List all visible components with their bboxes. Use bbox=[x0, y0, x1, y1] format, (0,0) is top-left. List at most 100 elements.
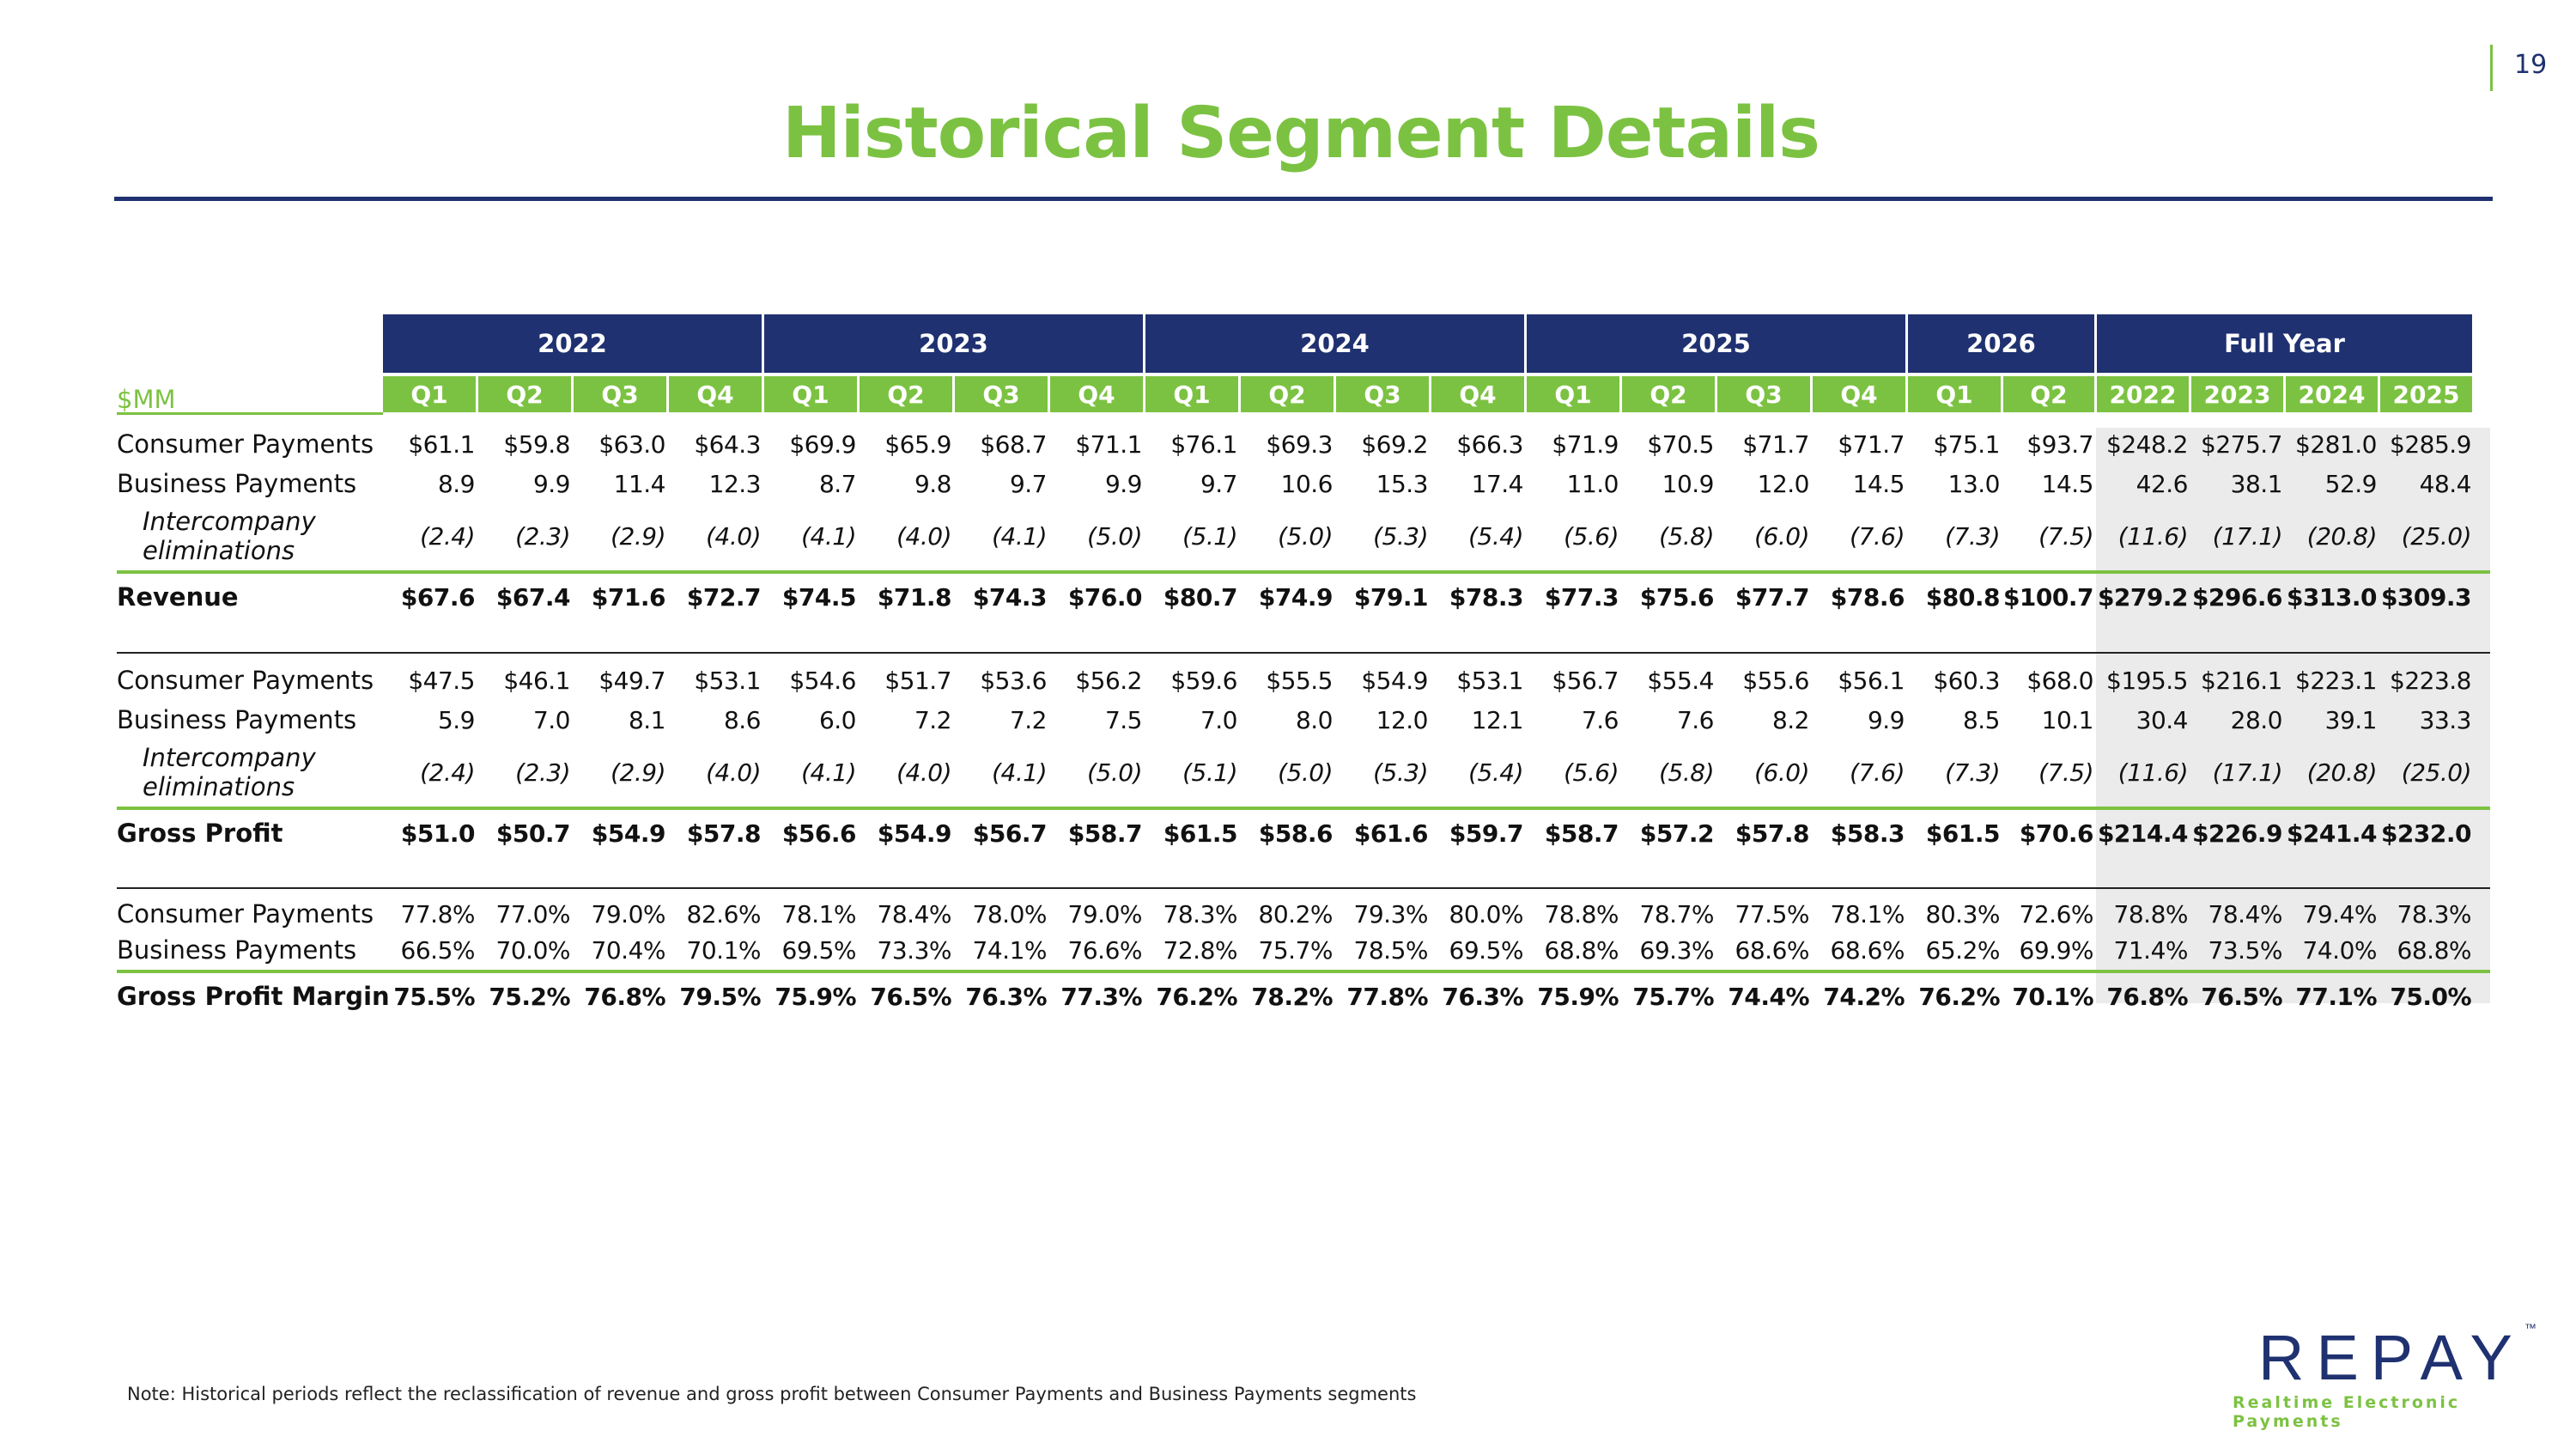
row-label: Intercompany eliminations bbox=[143, 743, 316, 801]
row-value: 82.6% bbox=[686, 899, 762, 928]
column-header: Q1 bbox=[383, 376, 476, 412]
row-value: (17.1) bbox=[2212, 521, 2283, 551]
total-label: Gross Profit Margin bbox=[117, 982, 390, 1011]
row-value: 8.9 bbox=[437, 469, 476, 498]
total-value: $72.7 bbox=[686, 582, 762, 612]
column-header: Q2 bbox=[1241, 376, 1334, 412]
row-value: 7.0 bbox=[1200, 705, 1238, 734]
row-value: 9.9 bbox=[1104, 469, 1143, 498]
units-label: $MM bbox=[117, 385, 176, 414]
row-value: $69.3 bbox=[1266, 429, 1333, 459]
column-header: 2022 bbox=[2097, 376, 2189, 412]
row-value: 12.0 bbox=[1757, 469, 1810, 498]
row-value: 12.1 bbox=[1471, 705, 1524, 734]
row-value: 75.7% bbox=[1258, 935, 1334, 965]
row-value: (4.0) bbox=[706, 758, 761, 787]
section-divider bbox=[117, 652, 2490, 654]
row-value: 8.2 bbox=[1771, 705, 1810, 734]
row-value: $47.5 bbox=[408, 666, 475, 695]
total-value: $61.6 bbox=[1353, 819, 1429, 848]
row-value: $216.1 bbox=[2201, 666, 2282, 695]
row-value: 8.5 bbox=[1962, 705, 2001, 734]
column-header: Q1 bbox=[764, 376, 857, 412]
total-value: 75.9% bbox=[775, 982, 856, 1011]
table-row: Consumer Payments $61.1 $59.8 $63.0 $64.3 $69… bbox=[117, 424, 2490, 464]
row-value: 66.5% bbox=[400, 935, 476, 965]
row-value: 74.1% bbox=[972, 935, 1048, 965]
year-header: 2025 bbox=[1527, 314, 1905, 373]
year-header: 2023 bbox=[764, 314, 1143, 373]
row-value: (2.3) bbox=[515, 758, 570, 787]
page-divider bbox=[2490, 45, 2493, 91]
row-value: 78.1% bbox=[1830, 899, 1905, 928]
row-value: 77.5% bbox=[1735, 899, 1810, 928]
column-header: Q2 bbox=[860, 376, 952, 412]
row-value: $69.2 bbox=[1361, 429, 1428, 459]
total-value: $70.6 bbox=[2019, 819, 2094, 848]
row-value: (25.0) bbox=[2401, 758, 2472, 787]
row-label: Consumer Payments bbox=[117, 666, 374, 695]
column-header: Q1 bbox=[1527, 376, 1619, 412]
row-value: $59.8 bbox=[503, 429, 570, 459]
row-value: 78.7% bbox=[1639, 899, 1715, 928]
row-value: (4.1) bbox=[992, 521, 1047, 551]
row-value: (20.8) bbox=[2306, 521, 2378, 551]
column-header: 2024 bbox=[2286, 376, 2378, 412]
row-value: $53.1 bbox=[1456, 666, 1523, 695]
row-value: 14.5 bbox=[1852, 469, 1905, 498]
total-value: $56.6 bbox=[781, 819, 857, 848]
year-header: 2022 bbox=[383, 314, 762, 373]
total-value: $58.3 bbox=[1830, 819, 1905, 848]
row-value: 7.2 bbox=[914, 705, 952, 734]
total-value: $58.7 bbox=[1544, 819, 1619, 848]
total-rule bbox=[117, 970, 2490, 973]
row-label: Consumer Payments bbox=[117, 899, 374, 928]
row-value: (2.4) bbox=[420, 758, 475, 787]
row-value: 8.7 bbox=[818, 469, 857, 498]
row-value: $248.2 bbox=[2106, 429, 2188, 459]
row-value: $55.6 bbox=[1742, 666, 1809, 695]
total-value: 75.5% bbox=[393, 982, 475, 1011]
total-value: $226.9 bbox=[2191, 819, 2283, 848]
row-value: (5.0) bbox=[1087, 758, 1142, 787]
row-value: 69.5% bbox=[781, 935, 857, 965]
total-rule bbox=[117, 807, 2490, 810]
year-header: Full Year bbox=[2097, 314, 2472, 373]
total-value: 77.1% bbox=[2295, 982, 2377, 1011]
row-value: $60.3 bbox=[1933, 666, 2000, 695]
total-value: 75.0% bbox=[2390, 982, 2471, 1011]
total-value: $241.4 bbox=[2286, 819, 2378, 848]
row-value: 79.3% bbox=[1353, 899, 1429, 928]
row-value: 7.5 bbox=[1104, 705, 1143, 734]
row-value: $65.9 bbox=[884, 429, 951, 459]
row-value: 9.9 bbox=[532, 469, 571, 498]
column-header: Q2 bbox=[2003, 376, 2094, 412]
row-value: (2.9) bbox=[611, 758, 665, 787]
year-header: 2026 bbox=[1908, 314, 2094, 373]
row-value: 73.5% bbox=[2208, 935, 2283, 965]
row-value: (6.0) bbox=[1754, 521, 1809, 551]
row-value: 9.9 bbox=[1867, 705, 1905, 734]
row-value: 48.4 bbox=[2419, 469, 2472, 498]
total-value: 79.5% bbox=[679, 982, 761, 1011]
row-value: 69.9% bbox=[2019, 935, 2094, 965]
total-value: 76.2% bbox=[1156, 982, 1237, 1011]
total-value: 75.9% bbox=[1537, 982, 1619, 1011]
row-value: (7.5) bbox=[2038, 758, 2093, 787]
row-value: (4.1) bbox=[801, 521, 856, 551]
row-value: 78.8% bbox=[1544, 899, 1619, 928]
row-value: $54.9 bbox=[1361, 666, 1428, 695]
row-value: (4.0) bbox=[896, 521, 951, 551]
total-value: 76.5% bbox=[2201, 982, 2282, 1011]
table-row: Intercompany eliminations (2.4) (2.3) (2.9)… bbox=[117, 503, 2490, 569]
row-label: Business Payments bbox=[117, 935, 357, 965]
row-value: $46.1 bbox=[503, 666, 570, 695]
row-value: (6.0) bbox=[1754, 758, 1809, 787]
total-value: 74.2% bbox=[1823, 982, 1905, 1011]
row-value: (7.5) bbox=[2038, 521, 2093, 551]
total-value: $78.6 bbox=[1830, 582, 1905, 612]
row-value: $76.1 bbox=[1170, 429, 1237, 459]
full-year-shade bbox=[2096, 428, 2490, 1003]
total-value: $58.6 bbox=[1258, 819, 1334, 848]
row-value: 5.9 bbox=[437, 705, 476, 734]
